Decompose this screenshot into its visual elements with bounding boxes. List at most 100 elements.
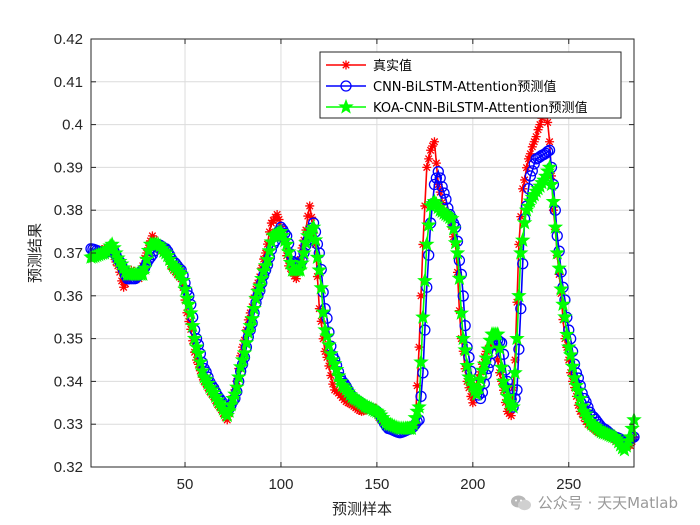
data-point-koa	[443, 210, 460, 226]
data-point-true	[543, 117, 553, 127]
series-koa	[83, 159, 642, 457]
data-point-true	[295, 254, 305, 264]
data-point-true	[147, 231, 157, 241]
data-point-koa	[177, 281, 193, 296]
data-point-koa	[511, 287, 527, 303]
y-tick-label: 0.38	[54, 202, 83, 219]
data-point-true	[522, 163, 532, 173]
data-point-koa	[261, 242, 278, 258]
data-point-koa	[230, 368, 247, 384]
data-point-koa	[509, 330, 525, 346]
data-point-koa	[321, 336, 337, 352]
data-point-koa	[562, 346, 579, 362]
data-point-true	[184, 316, 194, 326]
axis-ticks: 50 100 150 200 250 0.32 0.33 0.34 0.35 0.36 0.37 0.…	[54, 31, 634, 493]
legend-marker-cnn	[340, 80, 352, 92]
data-point-koa	[505, 398, 521, 414]
data-point-koa	[455, 330, 471, 346]
data-point-koa	[491, 340, 508, 355]
legend-marker-koa	[338, 98, 354, 114]
data-point-true	[272, 209, 282, 219]
y-tick-label: 0.35	[54, 331, 83, 348]
data-point-koa	[566, 369, 583, 385]
data-point-true	[535, 120, 545, 130]
data-point-koa	[493, 359, 510, 375]
data-point-koa	[323, 345, 339, 361]
data-point-koa	[559, 326, 575, 342]
data-point-true	[545, 137, 555, 147]
data-point-cnn	[528, 158, 540, 170]
series-layer	[83, 98, 642, 457]
wechat-icon	[510, 494, 532, 512]
data-point-koa	[282, 254, 299, 270]
data-point-cnn	[497, 348, 510, 360]
data-point-true	[422, 162, 432, 172]
legend-entry-true: 真实值	[326, 58, 412, 74]
data-point-true	[274, 215, 284, 225]
data-point-true	[506, 411, 516, 421]
data-point-koa	[557, 308, 573, 324]
data-point-koa	[490, 326, 506, 341]
data-point-koa	[246, 300, 262, 316]
data-point-true	[222, 415, 232, 425]
data-point-koa	[175, 272, 191, 288]
data-point-koa	[181, 296, 197, 311]
data-point-true	[429, 137, 439, 147]
data-point-true	[318, 334, 328, 344]
y-tick-label: 0.34	[54, 373, 83, 390]
data-point-true	[316, 316, 326, 326]
data-point-cnn	[543, 144, 556, 156]
data-point-cnn	[459, 319, 471, 332]
y-tick-label: 0.41	[54, 74, 83, 91]
data-point-cnn	[513, 343, 525, 355]
data-point-true	[416, 291, 426, 301]
data-point-true	[449, 232, 459, 242]
watermark: 公众号 · 天天Matlab	[510, 492, 678, 513]
data-point-true	[307, 212, 317, 222]
legend-entry-cnn: CNN-BiLSTM-Attention预测值	[326, 79, 556, 95]
data-point-true	[485, 340, 495, 350]
data-point-koa	[296, 244, 312, 260]
data-point-true	[512, 297, 522, 307]
data-point-koa	[244, 310, 260, 326]
data-point-koa	[188, 339, 205, 354]
data-point-koa	[190, 345, 207, 360]
data-point-cnn	[524, 170, 537, 182]
data-point-koa	[420, 217, 437, 232]
data-point-cnn	[526, 165, 538, 177]
data-point-koa	[138, 251, 155, 267]
data-point-true	[305, 201, 315, 211]
data-point-koa	[561, 339, 577, 354]
data-point-true	[312, 272, 322, 282]
data-point-true	[236, 351, 246, 361]
data-point-koa	[564, 358, 581, 374]
data-point-koa	[179, 290, 195, 305]
data-point-true	[264, 227, 274, 237]
data-point-koa	[317, 321, 333, 337]
data-point-cnn	[423, 249, 435, 261]
data-point-koa	[192, 353, 209, 369]
legend-items: 真实值 CNN-BiLSTM-Attention预测值 KOA-CNN-BiLSTM…	[326, 58, 587, 116]
data-point-koa	[447, 234, 464, 250]
data-point-true	[527, 142, 537, 152]
data-point-koa	[553, 280, 569, 296]
data-point-koa	[451, 270, 468, 285]
data-point-koa	[547, 219, 564, 234]
watermark-text: 公众号 · 天天Matlab	[537, 494, 678, 512]
data-point-koa	[495, 373, 512, 388]
data-point-koa	[315, 304, 331, 319]
data-point-koa	[313, 279, 329, 295]
data-point-true	[523, 154, 533, 164]
data-point-koa	[555, 296, 571, 311]
data-point-koa	[183, 304, 199, 320]
data-point-koa	[545, 193, 562, 209]
legend-box	[319, 51, 622, 119]
data-point-koa	[238, 334, 255, 350]
data-point-koa	[507, 364, 523, 380]
data-point-cnn	[463, 351, 475, 363]
y-tick-label: 0.42	[54, 31, 83, 48]
data-point-true	[520, 175, 530, 185]
data-point-koa	[184, 317, 201, 333]
data-point-true	[291, 274, 301, 284]
